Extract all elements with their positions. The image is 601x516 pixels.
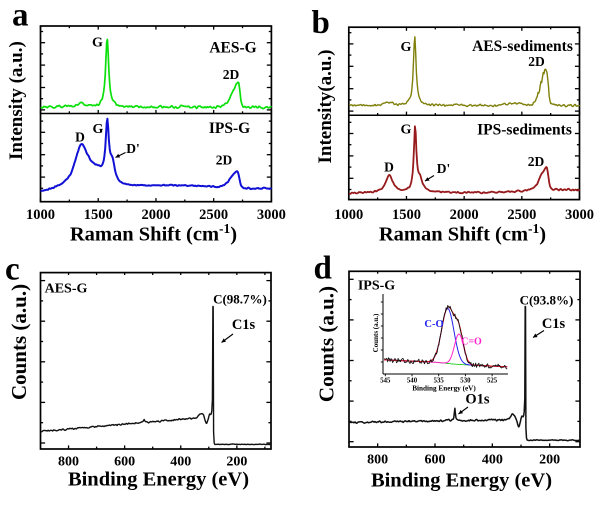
svg-text:c: c (5, 252, 20, 288)
svg-text:D': D' (126, 141, 140, 156)
svg-text:535: 535 (434, 378, 445, 385)
svg-text:IPS-G: IPS-G (209, 120, 250, 137)
svg-text:530: 530 (460, 378, 471, 385)
svg-text:600: 600 (425, 453, 446, 468)
svg-text:AES-sediments: AES-sediments (472, 38, 573, 55)
svg-text:C-O: C-O (424, 319, 443, 330)
svg-text:2D: 2D (216, 153, 233, 168)
svg-text:C1s: C1s (542, 316, 566, 332)
svg-text:540: 540 (407, 378, 418, 385)
svg-text:600: 600 (114, 455, 135, 470)
svg-text:1500: 1500 (392, 207, 421, 223)
svg-text:2500: 2500 (507, 207, 536, 223)
svg-text:D: D (75, 130, 85, 145)
svg-text:a: a (12, 0, 29, 34)
svg-text:Intensity (a.u.): Intensity (a.u.) (6, 41, 27, 160)
svg-text:G: G (401, 123, 412, 138)
svg-text:545: 545 (380, 378, 391, 385)
svg-text:2D: 2D (528, 154, 545, 169)
svg-text:2500: 2500 (199, 207, 228, 223)
svg-text:1000: 1000 (26, 207, 55, 223)
svg-text:525: 525 (487, 378, 498, 385)
svg-text:200: 200 (226, 455, 247, 470)
svg-text:1000: 1000 (334, 207, 363, 223)
svg-text:Counts (a.u.): Counts (a.u.) (372, 313, 380, 352)
svg-text:3000: 3000 (257, 207, 286, 223)
svg-text:3000: 3000 (565, 207, 594, 223)
svg-text:2D: 2D (223, 67, 240, 82)
svg-text:C(93.8%): C(93.8%) (520, 293, 574, 308)
svg-text:O1s: O1s (465, 392, 490, 408)
svg-text:200: 200 (539, 453, 560, 468)
svg-text:800: 800 (58, 455, 79, 470)
svg-text:G: G (93, 122, 104, 137)
svg-text:Binding Energy (eV): Binding Energy (eV) (412, 385, 476, 393)
svg-text:b: b (312, 5, 330, 41)
svg-text:Counts (a.u.): Counts (a.u.) (315, 286, 339, 402)
svg-text:400: 400 (482, 453, 503, 468)
svg-text:IPS-G: IPS-G (358, 279, 395, 294)
svg-text:D': D' (437, 161, 451, 176)
svg-text:d: d (314, 251, 332, 287)
svg-text:C1s: C1s (232, 317, 256, 333)
svg-text:AES-G: AES-G (209, 40, 256, 57)
svg-text:Counts (a.u.): Counts (a.u.) (7, 284, 31, 400)
svg-text:G: G (401, 40, 412, 55)
svg-text:G: G (92, 36, 103, 51)
svg-text:C=O: C=O (461, 337, 482, 348)
svg-text:C(98.7%): C(98.7%) (213, 292, 267, 307)
svg-text:Binding Energy (eV): Binding Energy (eV) (371, 470, 552, 492)
svg-text:2000: 2000 (141, 207, 170, 223)
svg-text:Raman Shift (cm-1): Raman Shift (cm-1) (379, 221, 546, 246)
svg-text:800: 800 (367, 453, 388, 468)
svg-text:2000: 2000 (450, 207, 479, 223)
svg-text:D: D (384, 160, 394, 175)
svg-text:2D: 2D (528, 54, 545, 69)
svg-text:IPS-sediments: IPS-sediments (477, 122, 572, 139)
svg-text:Intensity(a.u.): Intensity(a.u.) (315, 49, 336, 163)
svg-text:1500: 1500 (84, 207, 113, 223)
svg-text:400: 400 (170, 455, 191, 470)
svg-text:Binding Energy (eV): Binding Energy (eV) (68, 469, 249, 491)
svg-text:AES-G: AES-G (45, 282, 88, 297)
svg-text:Raman Shift (cm-1): Raman Shift (cm-1) (70, 221, 237, 246)
